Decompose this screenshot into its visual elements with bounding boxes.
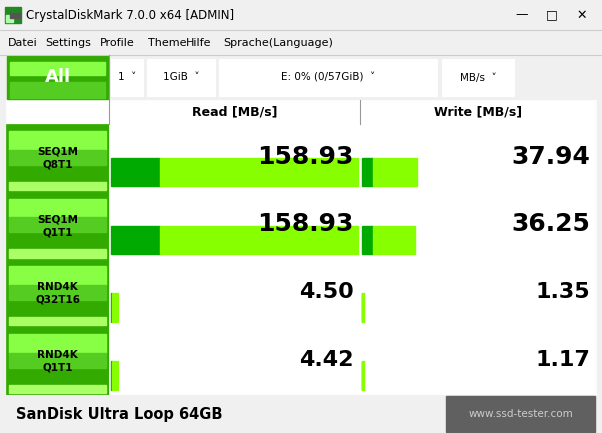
Bar (9, 217, 106, 233)
Bar (6, 395, 596, 433)
Bar (6, 100, 596, 124)
Bar (9, 150, 106, 165)
Bar (362, 294, 364, 322)
Text: 158.93: 158.93 (258, 212, 354, 236)
Bar (10, 13, 20, 18)
Bar (360, 124, 596, 192)
Bar (9, 353, 106, 368)
Bar (6, 192, 109, 259)
Bar (9, 266, 106, 285)
Text: 1  ˅: 1 ˅ (118, 72, 136, 83)
Bar (373, 226, 415, 254)
Bar (362, 158, 373, 186)
Text: 37.94: 37.94 (511, 145, 590, 168)
Bar (160, 158, 358, 186)
Bar (113, 361, 118, 390)
Bar (111, 158, 160, 186)
Bar (9, 317, 106, 325)
Text: SEQ1M
Q8T1: SEQ1M Q8T1 (37, 146, 78, 169)
Text: 1.17: 1.17 (535, 350, 590, 370)
Bar (219, 59, 437, 96)
Text: 36.25: 36.25 (511, 212, 590, 236)
Bar (9, 181, 106, 190)
Bar (360, 192, 596, 259)
Bar (0, 0, 602, 30)
Bar (7, 56, 108, 99)
Text: Theme: Theme (148, 38, 187, 48)
Bar (111, 361, 113, 390)
Text: 1GiB  ˅: 1GiB ˅ (163, 72, 199, 83)
Bar (9, 249, 106, 258)
Text: 4.50: 4.50 (299, 282, 354, 302)
Bar (360, 327, 596, 395)
Bar (111, 59, 143, 96)
Text: SEQ1M
Q1T1: SEQ1M Q1T1 (37, 214, 78, 237)
Text: CrystalDiskMark 7.0.0 x64 [ADMIN]: CrystalDiskMark 7.0.0 x64 [ADMIN] (26, 9, 234, 22)
Text: Datei: Datei (8, 38, 38, 48)
Bar (0, 30, 602, 55)
Text: Hilfe: Hilfe (185, 38, 211, 48)
Bar (9, 198, 106, 217)
Bar (6, 124, 109, 192)
Text: Sprache(Language): Sprache(Language) (223, 38, 333, 48)
Text: 4.42: 4.42 (300, 350, 354, 370)
Bar (9, 285, 106, 300)
Text: Profile: Profile (99, 38, 134, 48)
Text: 158.93: 158.93 (258, 145, 354, 168)
Bar (109, 327, 360, 395)
Text: Read [MB/s]: Read [MB/s] (192, 106, 278, 119)
Text: □: □ (546, 9, 558, 22)
Bar (10, 62, 105, 75)
Text: Settings: Settings (46, 38, 92, 48)
Bar (9, 385, 106, 393)
Bar (6, 327, 109, 395)
Text: —: — (516, 9, 528, 22)
Bar (6, 15, 13, 22)
Bar (9, 131, 106, 150)
Bar (5, 7, 21, 23)
Text: RND4K
Q1T1: RND4K Q1T1 (37, 349, 78, 373)
Bar (6, 259, 109, 327)
Bar (113, 294, 118, 322)
Bar (6, 55, 596, 100)
Bar (109, 124, 360, 192)
Bar (373, 158, 417, 186)
Bar (109, 192, 360, 259)
Text: www.ssd-tester.com: www.ssd-tester.com (468, 409, 573, 419)
Bar (160, 226, 358, 254)
Bar (362, 226, 373, 254)
Bar (111, 226, 160, 254)
Text: E: 0% (0/57GiB)  ˅: E: 0% (0/57GiB) ˅ (281, 72, 375, 83)
Text: MB/s  ˅: MB/s ˅ (459, 72, 497, 83)
Bar (362, 361, 364, 390)
Bar (109, 259, 360, 327)
Bar (111, 294, 113, 322)
Text: SanDisk Ultra Loop 64GB: SanDisk Ultra Loop 64GB (16, 407, 223, 421)
Text: Write [MB/s]: Write [MB/s] (434, 106, 522, 119)
Text: 1.35: 1.35 (535, 282, 590, 302)
Bar (9, 334, 106, 353)
Text: RND4K
Q32T16: RND4K Q32T16 (35, 282, 80, 305)
Text: ✕: ✕ (577, 9, 587, 22)
Bar (147, 59, 215, 96)
Bar (360, 259, 596, 327)
Text: All: All (45, 68, 70, 87)
Bar (442, 59, 514, 96)
Bar (446, 396, 595, 432)
Bar (10, 82, 105, 98)
